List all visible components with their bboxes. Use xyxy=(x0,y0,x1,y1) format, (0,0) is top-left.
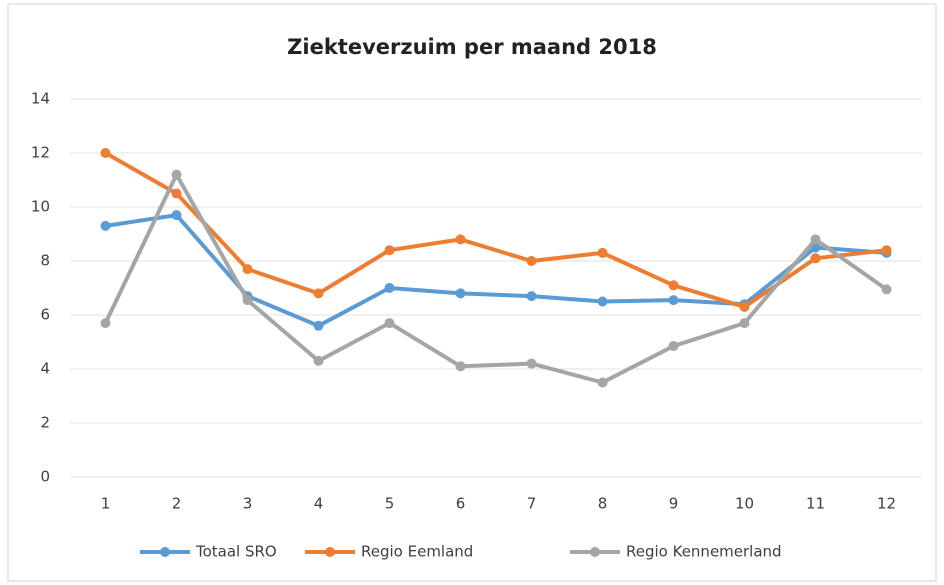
data-point xyxy=(313,355,324,366)
data-point xyxy=(810,253,821,264)
data-point xyxy=(242,295,253,306)
data-point xyxy=(384,318,395,329)
y-tick-label: 10 xyxy=(31,198,50,216)
y-tick-label: 6 xyxy=(40,306,50,324)
data-point xyxy=(171,169,182,180)
data-point xyxy=(100,148,111,158)
data-point xyxy=(171,188,182,199)
series-line xyxy=(104,151,887,309)
legend-marker xyxy=(325,547,335,557)
data-point xyxy=(597,377,608,388)
data-point xyxy=(597,247,608,258)
x-tick-label: 2 xyxy=(172,495,182,513)
data-point xyxy=(100,318,111,329)
data-point xyxy=(455,361,466,372)
data-point xyxy=(668,280,679,291)
data-point xyxy=(455,288,466,299)
chart-border xyxy=(7,3,937,582)
x-tick-label: 12 xyxy=(877,495,896,513)
data-point xyxy=(526,358,537,369)
x-tick-label: 8 xyxy=(598,495,608,513)
x-tick-label: 6 xyxy=(456,495,466,513)
data-point xyxy=(739,318,750,329)
legend-label: Regio Eemland xyxy=(361,543,473,561)
y-tick-label: 12 xyxy=(31,144,50,162)
data-point xyxy=(171,210,182,221)
y-tick-label: 8 xyxy=(40,252,50,270)
data-point xyxy=(526,256,537,266)
data-point xyxy=(597,296,608,307)
legend-marker xyxy=(160,547,170,557)
data-point xyxy=(881,245,892,256)
data-point xyxy=(455,234,466,245)
data-point xyxy=(739,301,750,312)
y-tick-label: 14 xyxy=(31,90,50,108)
data-point xyxy=(668,341,679,352)
data-point xyxy=(100,220,111,231)
x-tick-label: 4 xyxy=(314,495,324,513)
y-tick-label: 4 xyxy=(40,360,50,378)
legend-label: Totaal SRO xyxy=(195,543,277,561)
x-tick-label: 5 xyxy=(385,495,395,513)
y-tick-label: 2 xyxy=(40,414,50,432)
x-tick-label: 1 xyxy=(101,495,111,513)
x-tick-label: 7 xyxy=(527,495,537,513)
x-tick-label: 3 xyxy=(243,495,253,513)
data-point xyxy=(313,288,324,299)
data-point xyxy=(313,320,324,331)
y-tick-label: 0 xyxy=(40,468,50,486)
data-point xyxy=(384,283,395,293)
data-point xyxy=(384,245,395,256)
data-point xyxy=(668,295,679,306)
series-line xyxy=(105,213,887,328)
legend-label: Regio Kennemerland xyxy=(626,543,782,561)
data-point xyxy=(526,291,537,302)
data-point xyxy=(242,264,253,275)
x-tick-label: 10 xyxy=(735,495,754,513)
series-line xyxy=(103,172,888,385)
legend-marker xyxy=(590,547,600,557)
data-point xyxy=(881,284,892,295)
data-point xyxy=(810,234,821,245)
chart-title: Ziekteverzuim per maand 2018 xyxy=(287,35,657,59)
x-tick-label: 9 xyxy=(669,495,679,513)
x-tick-label: 11 xyxy=(806,495,825,513)
